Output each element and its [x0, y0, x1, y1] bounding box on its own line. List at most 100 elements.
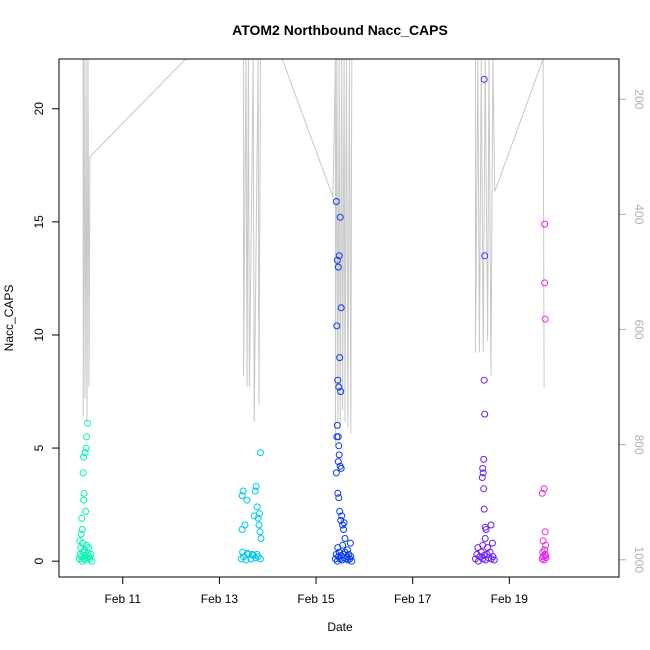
data-point	[479, 464, 487, 472]
data-point	[340, 519, 348, 527]
data-point	[490, 556, 498, 564]
x-axis-label: Date	[327, 620, 353, 634]
x-tick-label: Feb 15	[297, 592, 335, 606]
data-point	[489, 553, 497, 561]
data-point	[78, 514, 86, 522]
data-point	[541, 220, 549, 228]
data-point	[542, 541, 550, 549]
data-point	[81, 546, 89, 554]
data-point	[333, 256, 341, 264]
data-point	[336, 354, 344, 362]
data-point	[238, 492, 246, 500]
data-point	[86, 555, 94, 563]
y2-tick-label: 800	[632, 435, 646, 455]
data-point	[335, 383, 343, 391]
data-point	[80, 453, 88, 461]
data-point	[487, 521, 495, 529]
data-point	[78, 557, 86, 565]
data-point	[335, 494, 343, 502]
data-point	[257, 535, 265, 542]
data-point	[85, 544, 92, 552]
plot-area	[75, 59, 550, 565]
data-point	[80, 496, 88, 504]
data-point	[84, 419, 91, 427]
data-point	[76, 537, 84, 545]
data-point	[482, 526, 490, 533]
data-point	[481, 535, 489, 542]
data-point	[335, 252, 343, 260]
data-point	[88, 557, 96, 565]
y2-tick-label: 400	[632, 204, 646, 224]
data-point	[480, 455, 488, 463]
data-point	[338, 512, 346, 520]
depth-trace-line	[82, 59, 545, 445]
data-point	[345, 550, 353, 558]
data-point	[341, 535, 349, 542]
x-tick-label: Feb 13	[201, 592, 239, 606]
data-point	[253, 503, 261, 511]
data-point	[340, 526, 348, 533]
data-point	[481, 410, 489, 418]
data-point	[480, 75, 488, 83]
data-point	[257, 449, 264, 457]
y-axis-label: Nacc_CAPS	[2, 285, 16, 352]
data-point	[478, 474, 486, 481]
y-tick-label: 5	[32, 444, 46, 451]
data-point	[252, 483, 260, 490]
data-point	[339, 541, 347, 549]
data-point	[344, 546, 351, 554]
data-point	[337, 388, 345, 395]
chart-title: ATOM2 Northbound Nacc_CAPS	[232, 22, 448, 38]
data-point	[82, 444, 90, 452]
data-point	[337, 304, 345, 312]
data-point	[79, 469, 87, 477]
data-point	[334, 489, 342, 497]
data-point	[481, 252, 489, 260]
data-point	[239, 487, 247, 495]
x-tick-label: Feb 19	[491, 592, 529, 606]
y2-tick-label: 1000	[632, 546, 646, 573]
data-point	[333, 322, 341, 330]
data-point	[541, 279, 549, 287]
data-point	[542, 552, 550, 559]
data-point	[488, 539, 496, 547]
data-point	[243, 496, 251, 504]
series-2	[331, 198, 356, 565]
data-point	[347, 553, 355, 561]
y2-tick-label: 600	[632, 319, 646, 339]
data-point	[243, 549, 251, 557]
y-tick-label: 10	[32, 328, 46, 342]
data-point	[334, 458, 342, 466]
data-point	[334, 263, 342, 271]
data-point	[348, 557, 356, 565]
data-point	[480, 505, 488, 513]
data-point	[334, 376, 342, 384]
axes: Feb 11 Feb 13 Feb 15 Feb 17 Feb 19 0 5 10 15 20 20…	[32, 89, 646, 606]
y2-tick-label: 200	[632, 89, 646, 109]
data-point	[480, 485, 488, 493]
data-point	[77, 544, 85, 552]
data-point	[480, 376, 488, 384]
data-point	[254, 514, 262, 522]
data-point	[87, 550, 95, 558]
data-point	[256, 510, 263, 518]
data-point	[255, 521, 263, 529]
data-point	[242, 556, 250, 564]
data-point	[83, 541, 90, 549]
data-point	[336, 213, 344, 221]
data-point	[77, 530, 85, 538]
x-tick-label: Feb 11	[105, 592, 142, 606]
data-point	[241, 521, 249, 529]
data-point	[80, 489, 88, 497]
data-point	[336, 507, 344, 515]
data-point	[332, 198, 340, 205]
series-4	[538, 220, 550, 564]
data-point	[332, 469, 340, 477]
data-point	[479, 469, 487, 477]
data-point	[257, 555, 264, 563]
y-tick-label: 20	[32, 102, 46, 116]
y-tick-label: 15	[32, 215, 46, 229]
data-point	[484, 544, 492, 552]
data-point	[251, 487, 259, 495]
